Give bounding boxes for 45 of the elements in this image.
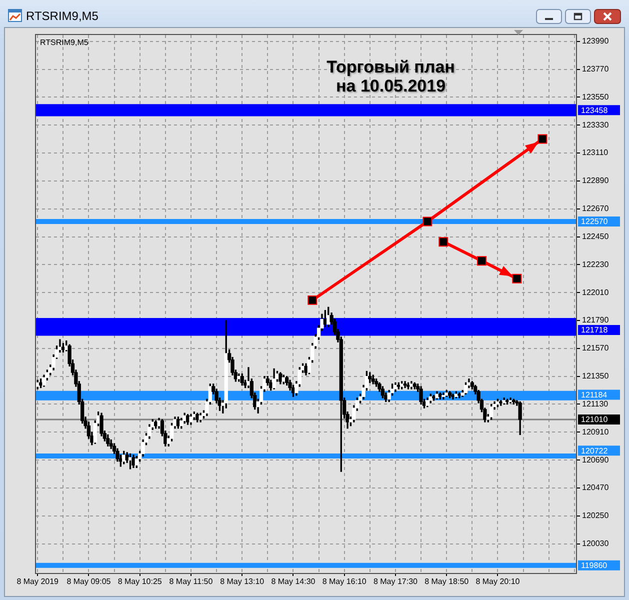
ref-line-label: 120722 (581, 446, 608, 456)
x-tick-label: 8 May 10:25 (118, 577, 162, 586)
text: Торговый план на 10.05.2019 (326, 58, 455, 96)
ref-line-label: 121010 (581, 415, 608, 424)
y-tick-label: 123550 (582, 92, 610, 102)
y-tick-label: 120910 (582, 427, 610, 436)
point (422, 216, 432, 226)
annotation: RTSRIM9,M5 (40, 38, 89, 48)
y-tick-label: 121130 (582, 399, 609, 408)
y-tick-label: 121570 (582, 344, 610, 353)
point (438, 237, 448, 247)
y-tick-label: 123770 (582, 64, 610, 74)
x-tick-label: 8 May 09:05 (66, 577, 112, 586)
point (476, 256, 486, 266)
point (308, 295, 318, 305)
x-tick-label: 8 May 17:30 (373, 577, 418, 586)
ref-line-label: 119860 (581, 561, 608, 570)
y-tick-label: 122230 (582, 260, 610, 269)
x-tick-label: 8 May 14:30 (271, 577, 316, 586)
y-tick-label: 122010 (582, 288, 610, 297)
y-tick-label: 120250 (582, 511, 610, 520)
y-tick-label: 122450 (582, 232, 610, 241)
chart-subtitle: RTSRIM9,M5 (26, 9, 98, 23)
y-tick-label: 121790 (582, 316, 610, 325)
y-tick-label: 121350 (582, 372, 610, 381)
y-tick-label: 120470 (582, 483, 610, 492)
band-label: 121184 (581, 390, 608, 400)
x-tick-label: 8 May 16:10 (322, 577, 367, 586)
point (538, 134, 548, 144)
ref-line-label: 122570 (581, 217, 608, 226)
x-tick-label: 8 May 2019 (16, 577, 60, 586)
y-tick-label: 120690 (582, 455, 610, 464)
x-tick-label: 8 May 11:50 (169, 577, 214, 586)
band-label: 123458 (581, 106, 608, 115)
y-tick-label: 123330 (582, 120, 610, 130)
band-label: 121718 (581, 326, 608, 335)
point (512, 274, 522, 284)
y-tick-label: 123110 (582, 148, 609, 158)
y-tick-label: 122670 (582, 204, 610, 214)
y-tick-label: 120030 (582, 539, 610, 548)
x-tick-label: 8 May 20:10 (476, 577, 520, 586)
y-tick-label: 123990 (582, 36, 610, 46)
y-tick-label: 122890 (582, 176, 610, 186)
x-tick-label: 8 May 13:10 (220, 577, 265, 586)
x-tick-label: 8 May 18:50 (424, 577, 470, 586)
